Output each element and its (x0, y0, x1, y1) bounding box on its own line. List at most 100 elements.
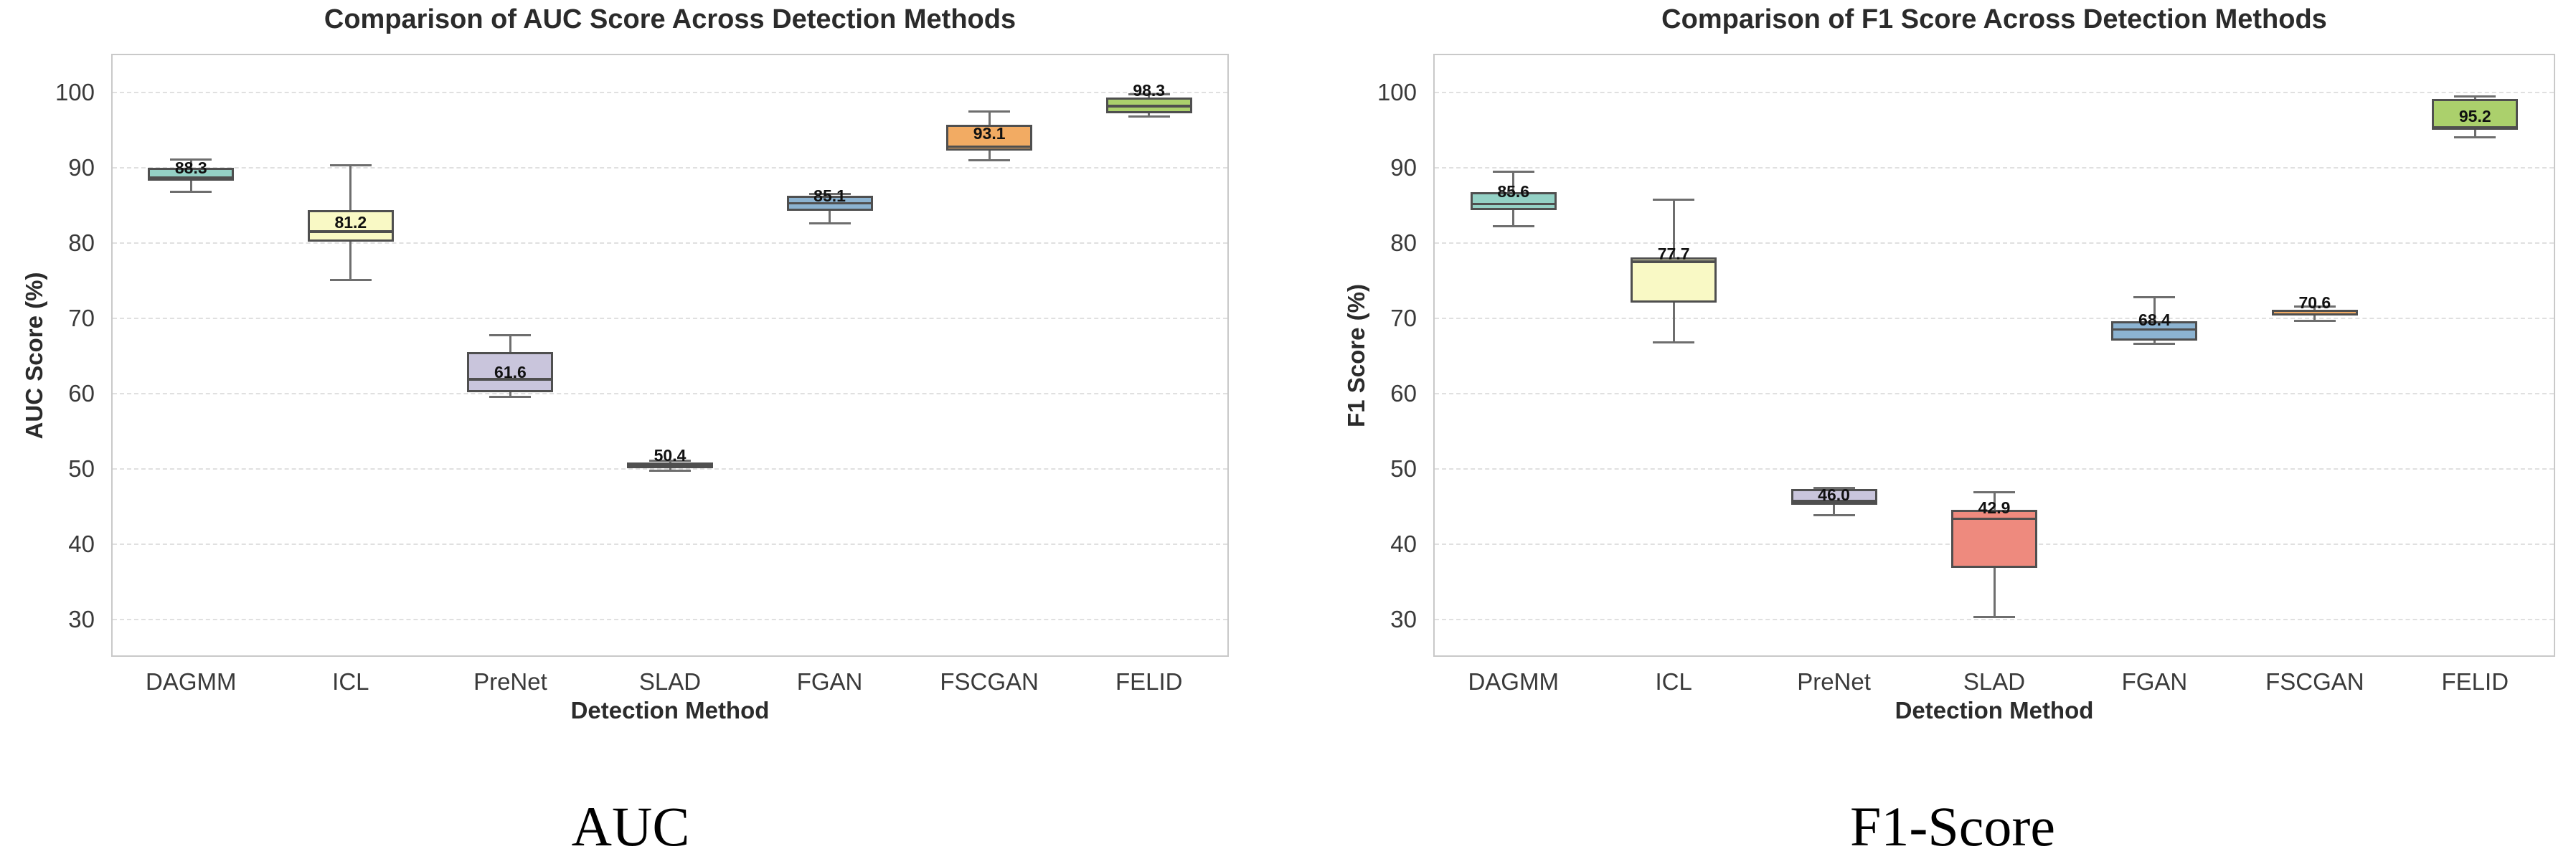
value-label-SLAD: 50.4 (654, 446, 687, 465)
median-DAGMM (148, 176, 235, 179)
whisker-cap-upper-PreNet (489, 333, 532, 336)
gridline-y-80 (113, 242, 1227, 244)
box-FGAN (2111, 321, 2198, 341)
whisker-cap-upper-DAGMM (170, 158, 212, 161)
whisker-upper-SLAD (1993, 492, 1996, 510)
whisker-cap-upper-FSCGAN (2293, 305, 2336, 308)
x-tick-label-FSCGAN: FSCGAN (2265, 668, 2364, 695)
box-ICL (307, 209, 394, 242)
x-tick-label-FSCGAN: FSCGAN (940, 668, 1039, 695)
gridline-y-90 (1435, 166, 2554, 169)
x-axis-label: Detection Method (570, 697, 770, 723)
value-label-ICL: 77.7 (1657, 244, 1690, 263)
whisker-upper-DAGMM (1512, 171, 1515, 192)
whisker-lower-FELID (1148, 113, 1151, 117)
median-SLAD (1951, 517, 2037, 521)
x-tick-label-SLAD: SLAD (1963, 668, 2026, 695)
y-tick-label-100: 100 (55, 78, 95, 105)
whisker-lower-FSCGAN (988, 150, 991, 161)
whisker-lower-SLAD (669, 468, 671, 471)
whisker-upper-FSCGAN (2313, 306, 2316, 310)
x-tick-label-FGAN: FGAN (796, 668, 863, 695)
whisker-cap-lower-ICL (1653, 341, 1695, 344)
x-tick-label-DAGMM: DAGMM (146, 668, 237, 695)
y-tick-label-50: 50 (68, 455, 95, 482)
gridline-y-60 (113, 392, 1227, 394)
y-tick-label-40: 40 (68, 530, 95, 557)
whisker-cap-lower-SLAD (1973, 616, 2015, 619)
whisker-cap-upper-ICL (1653, 198, 1695, 201)
gridline-y-90 (113, 166, 1227, 169)
value-label-SLAD: 42.9 (1978, 498, 2011, 517)
gridline-y-80 (1435, 242, 2554, 244)
x-tick-label-SLAD: SLAD (638, 668, 702, 695)
whisker-upper-FSCGAN (988, 111, 991, 125)
box-PreNet (467, 352, 554, 392)
whisker-lower-ICL (1672, 302, 1675, 343)
whisker-upper-ICL (349, 165, 352, 210)
whisker-cap-lower-PreNet (489, 395, 532, 398)
whisker-upper-DAGMM (189, 159, 192, 168)
y-tick-label-90: 90 (68, 153, 95, 181)
median-FELID (2432, 125, 2519, 129)
median-SLAD (627, 463, 713, 467)
value-label-PreNet: 46.0 (1818, 485, 1850, 504)
whisker-cap-lower-PreNet (1813, 513, 1855, 516)
box-DAGMM (1470, 191, 1557, 210)
whisker-cap-upper-FSCGAN (968, 110, 1011, 113)
x-tick-label-ICL: ICL (1655, 668, 1692, 695)
whisker-lower-PreNet (1833, 505, 1836, 515)
whisker-cap-lower-DAGMM (1492, 225, 1534, 228)
whisker-cap-lower-ICL (329, 278, 372, 281)
y-tick-label-30: 30 (68, 605, 95, 632)
whisker-cap-lower-SLAD (649, 469, 691, 472)
whisker-cap-upper-PreNet (1813, 486, 1855, 489)
value-label-DAGMM: 88.3 (174, 158, 207, 177)
y-tick-label-30: 30 (1390, 605, 1417, 632)
box-FELID (2432, 99, 2519, 131)
y-tick-label-50: 50 (1390, 455, 1417, 482)
y-tick-label-100: 100 (1377, 78, 1417, 105)
gridline-y-30 (113, 618, 1227, 620)
whisker-lower-ICL (349, 241, 352, 280)
box-ICL (1631, 257, 1717, 303)
whisker-lower-DAGMM (1512, 209, 1515, 227)
x-tick-label-ICL: ICL (332, 668, 369, 695)
gridline-y-70 (113, 317, 1227, 319)
whisker-cap-lower-FSCGAN (2293, 319, 2336, 322)
whisker-cap-upper-FGAN (2133, 296, 2176, 299)
median-ICL (1631, 260, 1717, 263)
value-label-FELID: 95.2 (2458, 106, 2491, 125)
y-tick-label-60: 60 (68, 379, 95, 407)
median-FGAN (2111, 328, 2198, 331)
whisker-cap-upper-SLAD (649, 459, 691, 462)
whisker-cap-lower-FELID (1128, 115, 1170, 118)
gridline-y-70 (1435, 317, 2554, 319)
whisker-lower-FSCGAN (2313, 315, 2316, 321)
x-tick-label-PreNet: PreNet (1797, 668, 1871, 695)
whisker-cap-upper-DAGMM (1492, 170, 1534, 173)
whisker-lower-FGAN (2153, 341, 2156, 344)
whisker-cap-upper-FELID (1128, 92, 1170, 95)
value-label-PreNet: 61.6 (494, 362, 527, 381)
median-DAGMM (1470, 202, 1557, 206)
value-label-FGAN: 85.1 (813, 186, 846, 205)
median-FGAN (786, 201, 873, 205)
whisker-lower-FELID (2473, 130, 2476, 138)
whisker-cap-lower-DAGMM (170, 191, 212, 194)
x-axis-label: Detection Method (1895, 697, 2094, 723)
whisker-cap-upper-FELID (2454, 95, 2496, 98)
y-tick-label-70: 70 (68, 304, 95, 331)
gridline-y-40 (113, 543, 1227, 545)
plot-area (111, 54, 1229, 657)
gridline-y-100 (1435, 91, 2554, 93)
x-tick-label-FELID: FELID (1115, 668, 1183, 695)
whisker-upper-ICL (1672, 199, 1675, 257)
median-PreNet (1791, 500, 1877, 503)
whisker-upper-PreNet (509, 335, 511, 353)
whisker-cap-lower-FGAN (2133, 343, 2176, 346)
whisker-lower-FGAN (829, 210, 831, 224)
median-FSCGAN (946, 145, 1033, 148)
